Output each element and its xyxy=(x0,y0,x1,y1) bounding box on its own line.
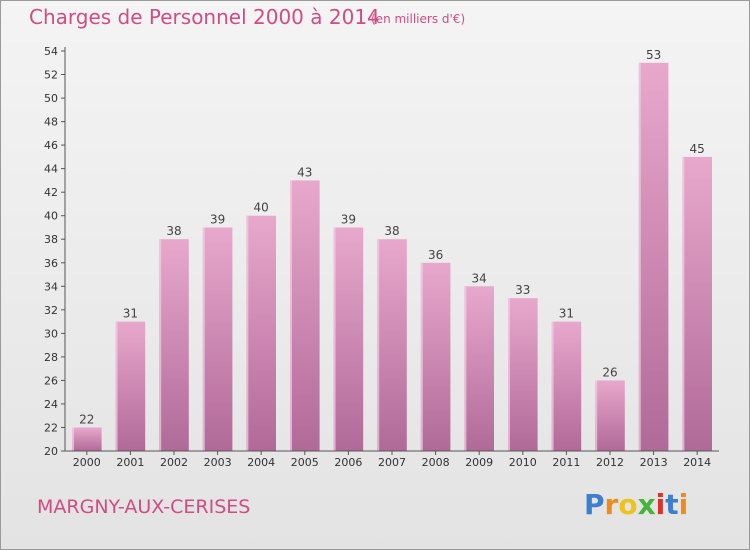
bar-2004 xyxy=(246,215,276,451)
y-tick-label-32: 32 xyxy=(44,304,58,317)
bar-2006 xyxy=(333,227,364,451)
y-tick-label-20: 20 xyxy=(44,445,58,458)
y-tick-label-26: 26 xyxy=(44,374,58,387)
bar-2013 xyxy=(638,62,669,452)
bar-highlight-2010 xyxy=(508,298,510,451)
bar-highlight-2013 xyxy=(638,62,641,452)
data-label-2013: 53 xyxy=(646,48,661,62)
data-label-2014: 45 xyxy=(690,142,705,156)
x-tick-label-2004: 2004 xyxy=(247,456,275,469)
bar-2010 xyxy=(508,298,538,451)
chart-subtitle: (en milliers d'€) xyxy=(371,12,466,26)
y-tick-label-50: 50 xyxy=(44,92,58,105)
bar-2011 xyxy=(551,321,582,451)
x-tick-label-2014: 2014 xyxy=(683,456,711,469)
bar-highlight-2000 xyxy=(72,427,74,451)
y-tick-label-24: 24 xyxy=(44,398,58,411)
x-tick-label-2008: 2008 xyxy=(422,456,450,469)
bar-2014 xyxy=(682,156,712,451)
x-tick-label-2012: 2012 xyxy=(596,456,624,469)
commune-name: MARGNY-AUX-CERISES xyxy=(37,496,251,518)
bar-highlight-2001 xyxy=(115,321,118,451)
logo-letter: i xyxy=(678,488,689,521)
y-tick-label-38: 38 xyxy=(44,233,58,246)
y-tick-label-34: 34 xyxy=(44,280,58,293)
y-tick-label-28: 28 xyxy=(44,351,58,364)
logo-letter: r xyxy=(604,488,619,521)
x-tick-label-2001: 2001 xyxy=(116,456,144,469)
data-label-2005: 43 xyxy=(297,165,312,179)
bar-highlight-2002 xyxy=(159,239,162,451)
data-label-2000: 22 xyxy=(79,413,94,427)
logo-letter: P xyxy=(584,488,605,521)
data-label-2007: 38 xyxy=(384,224,399,238)
y-tick-label-42: 42 xyxy=(44,186,58,199)
bar-highlight-2009 xyxy=(464,286,467,451)
x-tick-label-2011: 2011 xyxy=(552,456,580,469)
bar-2000 xyxy=(72,427,102,451)
x-tick-label-2009: 2009 xyxy=(465,456,493,469)
y-tick-label-46: 46 xyxy=(44,139,58,152)
y-tick-label-30: 30 xyxy=(44,327,58,340)
data-label-2011: 31 xyxy=(559,307,574,321)
bar-2002 xyxy=(159,239,189,451)
bar-2003 xyxy=(202,227,233,451)
x-tick-label-2006: 2006 xyxy=(334,456,362,469)
y-tick-label-44: 44 xyxy=(44,163,58,176)
y-tick-label-48: 48 xyxy=(44,116,58,129)
bar-highlight-2011 xyxy=(551,321,554,451)
bar-2008 xyxy=(420,262,451,451)
bar-highlight-2003 xyxy=(202,227,205,451)
logo-letter: i xyxy=(655,488,666,521)
x-tick-label-2007: 2007 xyxy=(378,456,406,469)
bar-highlight-2012 xyxy=(595,380,598,451)
chart-title: Charges de Personnel 2000 à 2014 xyxy=(29,5,380,29)
bar-2005 xyxy=(290,180,320,451)
data-label-2002: 38 xyxy=(166,224,181,238)
logo-letter: x xyxy=(637,488,656,521)
y-tick-label-54: 54 xyxy=(44,45,58,58)
logo-letter: o xyxy=(618,488,638,521)
bar-2007 xyxy=(377,239,407,451)
x-tick-label-2002: 2002 xyxy=(160,456,188,469)
y-tick-label-40: 40 xyxy=(44,210,58,223)
axes-group: 2000 2001 2002 2003 2004 2005 2006 2007 2008 2009… xyxy=(44,45,719,469)
x-tick-label-2003: 2003 xyxy=(204,456,232,469)
y-tick-label-22: 22 xyxy=(44,422,58,435)
y-tick-label-52: 52 xyxy=(44,69,58,82)
data-label-2010: 33 xyxy=(515,283,530,297)
x-tick-label-2010: 2010 xyxy=(509,456,537,469)
bar-2001 xyxy=(115,321,146,451)
bar-highlight-2004 xyxy=(246,215,249,451)
data-label-2004: 40 xyxy=(254,201,269,215)
bar-highlight-2007 xyxy=(377,239,380,451)
proxiti-logo: Proxiti xyxy=(584,488,688,521)
bar-2012 xyxy=(595,380,625,451)
bars-group xyxy=(72,62,712,452)
y-tick-label-36: 36 xyxy=(44,257,58,270)
x-tick-label-2000: 2000 xyxy=(73,456,101,469)
logo-letter: t xyxy=(665,488,679,521)
data-label-2006: 39 xyxy=(341,213,356,227)
data-labels-group: 22 31 38 39 40 43 39 38 36 34 33 31 26 53 45 xyxy=(79,48,705,427)
bar-2009 xyxy=(464,286,494,451)
data-label-2001: 31 xyxy=(123,307,138,321)
bar-highlight-2006 xyxy=(333,227,336,451)
data-label-2009: 34 xyxy=(472,271,487,285)
data-label-2012: 26 xyxy=(602,365,617,379)
data-label-2003: 39 xyxy=(210,213,225,227)
bar-highlight-2014 xyxy=(682,156,685,451)
data-label-2008: 36 xyxy=(428,248,443,262)
x-tick-label-2013: 2013 xyxy=(640,456,668,469)
bar-highlight-2008 xyxy=(420,262,423,451)
bar-highlight-2005 xyxy=(290,180,292,451)
x-tick-label-2005: 2005 xyxy=(291,456,319,469)
